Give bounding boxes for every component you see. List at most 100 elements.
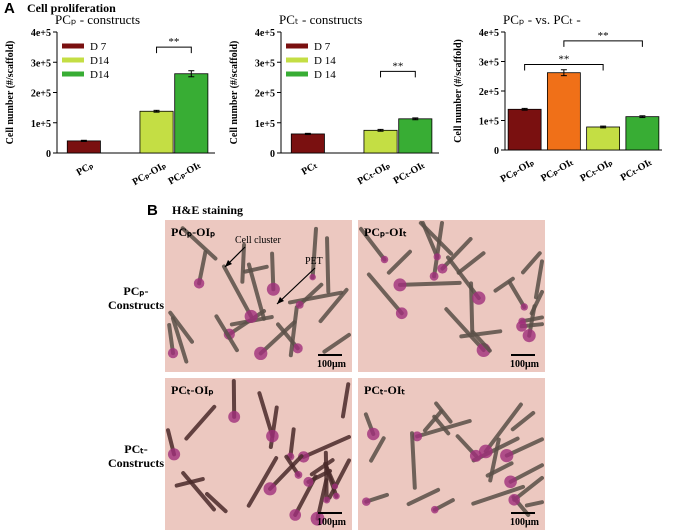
- cell-stain: [289, 509, 302, 521]
- significance-bracket: [563, 40, 643, 47]
- x-tick-label: PCₚ-OIₜ: [539, 157, 575, 184]
- row-label: PCₜ-: [124, 442, 148, 456]
- fiber: [456, 251, 486, 275]
- fiber: [246, 456, 279, 508]
- chart-title: PCₚ - constructs: [55, 12, 140, 27]
- fiber: [422, 409, 444, 433]
- error-bar: [188, 70, 195, 78]
- fiber: [268, 454, 304, 491]
- scale-label: 100μm: [510, 359, 540, 370]
- fiber: [470, 329, 492, 353]
- fiber: [521, 251, 542, 275]
- fiber: [322, 332, 351, 354]
- fiber: [440, 237, 473, 271]
- fiber: [180, 226, 218, 261]
- image-label: PCₚ-OIₜ: [364, 225, 407, 239]
- significance-label: **: [168, 36, 179, 48]
- cell-stain: [520, 303, 528, 311]
- fiber: [170, 316, 189, 364]
- cell-stain: [516, 320, 528, 332]
- significance-label: **: [598, 30, 609, 42]
- fiber: [471, 484, 526, 506]
- scale-label: 100μm: [510, 517, 540, 528]
- image-label: PCₚ-OIₚ: [171, 225, 215, 239]
- fiber: [327, 458, 351, 500]
- fiber: [323, 450, 329, 503]
- fiber: [434, 401, 453, 424]
- bar: [546, 72, 581, 151]
- image-label: PCₜ-OIₜ: [364, 383, 406, 397]
- x-tick-label: PCₜ-OIₜ: [392, 160, 427, 187]
- fiber: [397, 280, 462, 287]
- x-tick-label: PCₜ-OIₚ: [356, 160, 392, 187]
- fiber: [512, 475, 544, 502]
- cell-stain: [244, 309, 258, 323]
- fiber: [483, 402, 523, 454]
- cell-stain: [430, 505, 439, 514]
- fiber: [488, 437, 501, 483]
- significance-label: **: [558, 53, 569, 65]
- y-tick-label: 2e+5: [31, 89, 51, 100]
- y-tick-label: 4e+5: [479, 28, 499, 39]
- panel-letter: A: [4, 0, 15, 17]
- scale-label: 100μm: [317, 517, 347, 528]
- fiber: [340, 382, 351, 419]
- cell-stain: [437, 263, 448, 274]
- cell-stain: [504, 475, 517, 489]
- y-tick-label: 2e+5: [255, 89, 275, 100]
- row-label: PCₚ-: [123, 284, 148, 298]
- cell-stain: [310, 511, 325, 526]
- legend-label: D14: [90, 55, 109, 67]
- cell-stain: [294, 471, 303, 479]
- y-tick-label: 1e+5: [31, 119, 51, 130]
- panel-title: H&E staining: [172, 203, 243, 217]
- fiber: [181, 471, 216, 512]
- x-tick-label: PCₚ-OIₚ: [499, 157, 536, 185]
- cell-stain: [254, 346, 268, 361]
- legend-label: D14: [90, 69, 109, 81]
- legend-label: D 14: [314, 55, 336, 67]
- fiber: [288, 427, 296, 459]
- y-tick-label: 2e+5: [479, 87, 499, 98]
- fiber: [257, 391, 275, 439]
- cell-stain: [412, 431, 423, 442]
- bar: [363, 129, 398, 154]
- fiber: [276, 322, 300, 351]
- fiber: [446, 255, 481, 301]
- cell-stain: [263, 482, 277, 496]
- significance-bracket: [524, 63, 604, 71]
- cell-stain: [167, 448, 181, 461]
- fiber: [205, 492, 228, 514]
- fiber: [359, 226, 387, 262]
- fiber: [420, 221, 440, 259]
- fiber: [197, 250, 208, 286]
- y-tick-label: 0: [270, 149, 275, 160]
- cell-stain: [193, 278, 205, 289]
- arrow-head: [225, 260, 232, 267]
- significance-bracket: [380, 70, 416, 78]
- cell-stain: [395, 307, 408, 320]
- chart-title: PCₚ - vs. PCₜ -: [503, 12, 581, 27]
- legend-label: D 14: [314, 69, 336, 81]
- cell-stain: [295, 300, 304, 309]
- fiber: [469, 281, 475, 335]
- cell-stain: [429, 271, 439, 281]
- error-bar: [412, 117, 419, 121]
- significance-label: **: [392, 60, 403, 72]
- y-tick-label: 0: [46, 149, 51, 160]
- cell-stain: [332, 492, 340, 500]
- cell-stain: [362, 497, 371, 506]
- bar: [139, 110, 174, 154]
- y-tick-label: 4e+5: [255, 28, 275, 39]
- error-bar: [80, 139, 87, 143]
- cell-stain: [367, 427, 380, 441]
- cell-stain: [331, 483, 339, 490]
- fiber: [366, 272, 404, 316]
- fiber: [323, 461, 337, 489]
- cell-stain: [292, 343, 303, 354]
- y-tick-label: 3e+5: [479, 58, 499, 69]
- fiber: [246, 262, 266, 321]
- micrograph: [358, 378, 545, 530]
- fiber: [533, 259, 544, 300]
- cell-stain: [323, 496, 331, 504]
